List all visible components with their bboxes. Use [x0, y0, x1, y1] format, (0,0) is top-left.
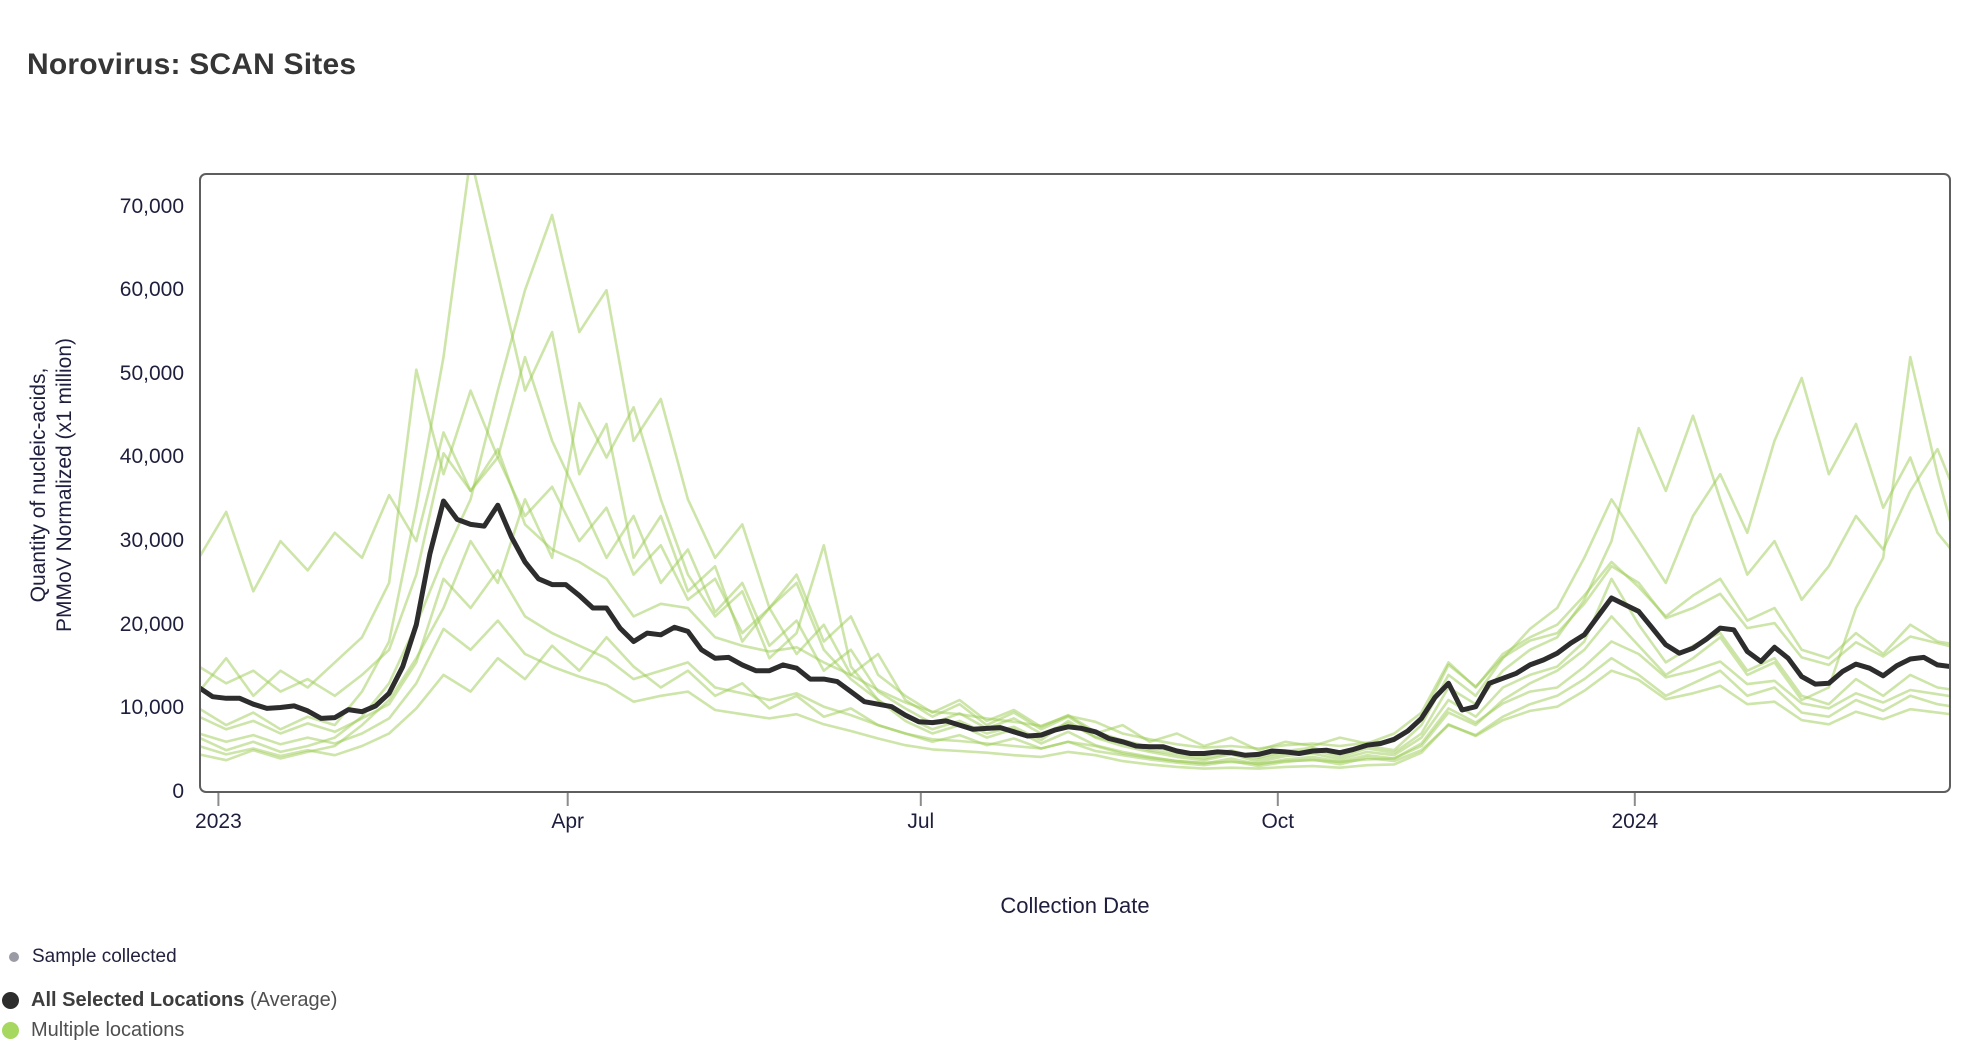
site-line	[201, 635, 1949, 768]
site-line	[201, 175, 1949, 764]
y-tick-label: 70,000	[119, 195, 184, 218]
plot-border	[199, 173, 1951, 793]
site-line	[201, 447, 1949, 750]
x-tick-label: Apr	[551, 810, 585, 833]
y-tick-label: 60,000	[119, 278, 184, 301]
legend-multiple-locations: Multiple locations	[2, 1019, 184, 1042]
y-tick-label: 40,000	[119, 445, 184, 468]
legend-average-label: All Selected Locations (Average)	[31, 989, 338, 1011]
y-axis-title-line2: PMMoV Normalized (x1 million)	[53, 337, 76, 633]
x-tick-label: 2024	[1611, 810, 1659, 833]
site-line	[201, 569, 1949, 765]
average-line	[201, 498, 1949, 758]
x-tick-label: Jul	[907, 810, 935, 833]
y-tick-label: 0	[172, 780, 184, 803]
y-tick-label: 10,000	[119, 696, 184, 719]
site-line	[201, 355, 1949, 766]
average-dot-icon	[2, 992, 19, 1009]
site-line	[201, 213, 1949, 760]
y-axis-title: Quantity of nucleic-acids, PMMoV Normali…	[26, 338, 78, 632]
y-tick-label: 20,000	[119, 613, 184, 636]
legend-sample-collected-label: Sample collected	[32, 946, 177, 967]
y-tick-label: 50,000	[119, 362, 184, 385]
y-axis-title-line1: Quantity of nucleic-acids,	[27, 367, 50, 603]
sample-collected-dot-icon	[9, 952, 19, 962]
x-tick-label: 2023	[195, 810, 242, 833]
legend-multiple-locations-label: Multiple locations	[31, 1019, 185, 1041]
x-tick-label: Oct	[1261, 810, 1295, 833]
site-line	[201, 619, 1949, 770]
legend-sample-collected: Sample collected	[9, 946, 177, 968]
legend-average: All Selected Locations (Average)	[2, 989, 337, 1012]
page-title: Norovirus: SCAN Sites	[27, 48, 357, 82]
y-tick-label: 30,000	[119, 529, 184, 552]
site-line	[201, 431, 1949, 752]
x-axis-title: Collection Date	[1000, 893, 1150, 918]
series-group	[201, 175, 1949, 770]
multiple-locations-dot-icon	[2, 1022, 19, 1039]
